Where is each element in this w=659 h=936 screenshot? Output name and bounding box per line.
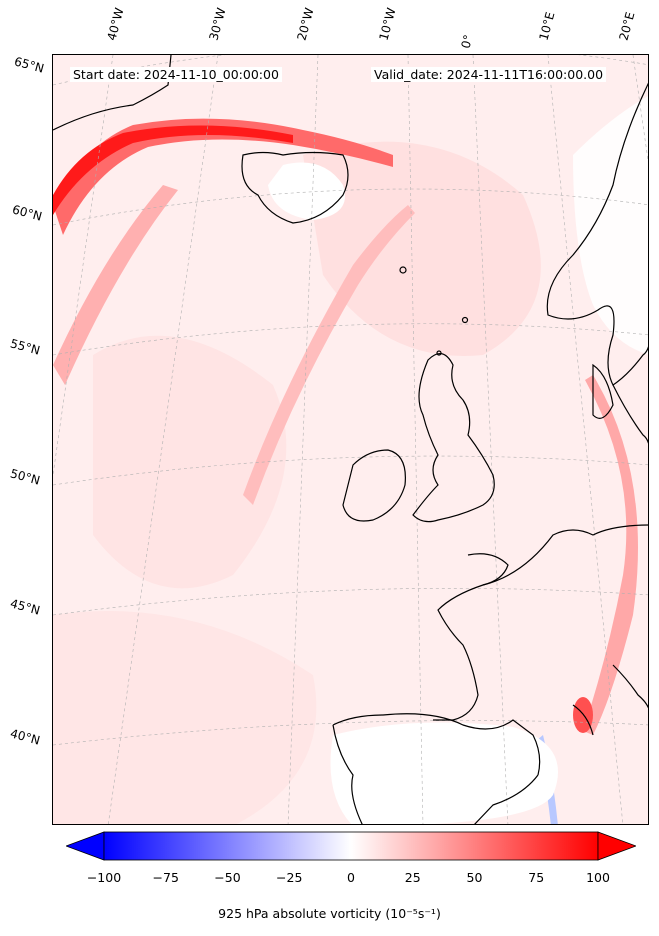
iberia-area: [330, 722, 558, 824]
lat-label: 50°N: [8, 466, 42, 488]
lat-label: 55°N: [8, 336, 42, 358]
vorticity-band: [53, 118, 393, 235]
colorbar-extend-max: [597, 831, 636, 861]
lat-label: 65°N: [12, 54, 46, 76]
colorbar: [66, 831, 636, 861]
vorticity-streak: [583, 375, 638, 735]
colorbar-tick-label: −50: [214, 870, 241, 885]
vorticity-streak: [243, 205, 415, 505]
graticule: [53, 55, 648, 824]
lat-label: 45°N: [8, 596, 42, 618]
vorticity-band-core: [53, 125, 293, 215]
colorbar-tick-label: 75: [528, 870, 545, 885]
lat-label: 60°N: [10, 202, 44, 224]
lon-label: 20°E: [616, 10, 638, 42]
colorbar-tick-label: −75: [152, 870, 179, 885]
colorbar-extend-min: [66, 831, 105, 861]
lat-label: 40°N: [8, 726, 42, 748]
vorticity-patch: [93, 335, 287, 589]
valid-date-label: Valid_date: 2024-11-11T16:00:00.00: [371, 67, 607, 82]
colorbar-tick-label: 50: [466, 870, 483, 885]
colorbar-tick-label: 25: [404, 870, 421, 885]
lon-label: 30°W: [206, 6, 229, 43]
start-date-label: Start date: 2024-11-10_00:00:00: [70, 67, 282, 82]
iceland-area: [268, 162, 345, 220]
colorbar-title: 925 hPa absolute vorticity (10⁻⁵s⁻¹): [218, 906, 441, 921]
lon-label: 0°: [458, 33, 476, 50]
colorbar-tick-label: −100: [86, 870, 122, 885]
lon-label: 10°W: [376, 6, 399, 43]
lon-label: 10°E: [536, 10, 558, 42]
vorticity-patch: [53, 611, 317, 824]
lon-label: 40°W: [104, 6, 127, 43]
lon-label: 20°W: [294, 6, 317, 43]
coastlines: [53, 55, 648, 824]
vorticity-map: [53, 55, 648, 824]
vorticity-patch: [303, 141, 541, 356]
scandinavia-area: [573, 96, 648, 355]
map-panel: [52, 54, 649, 825]
colorbar-tick-label: 100: [586, 870, 610, 885]
colorbar-tick-label: −25: [276, 870, 303, 885]
colorbar-gradient: [103, 831, 599, 861]
vorticity-streak: [53, 185, 178, 385]
colorbar-tick-label: 0: [347, 870, 355, 885]
